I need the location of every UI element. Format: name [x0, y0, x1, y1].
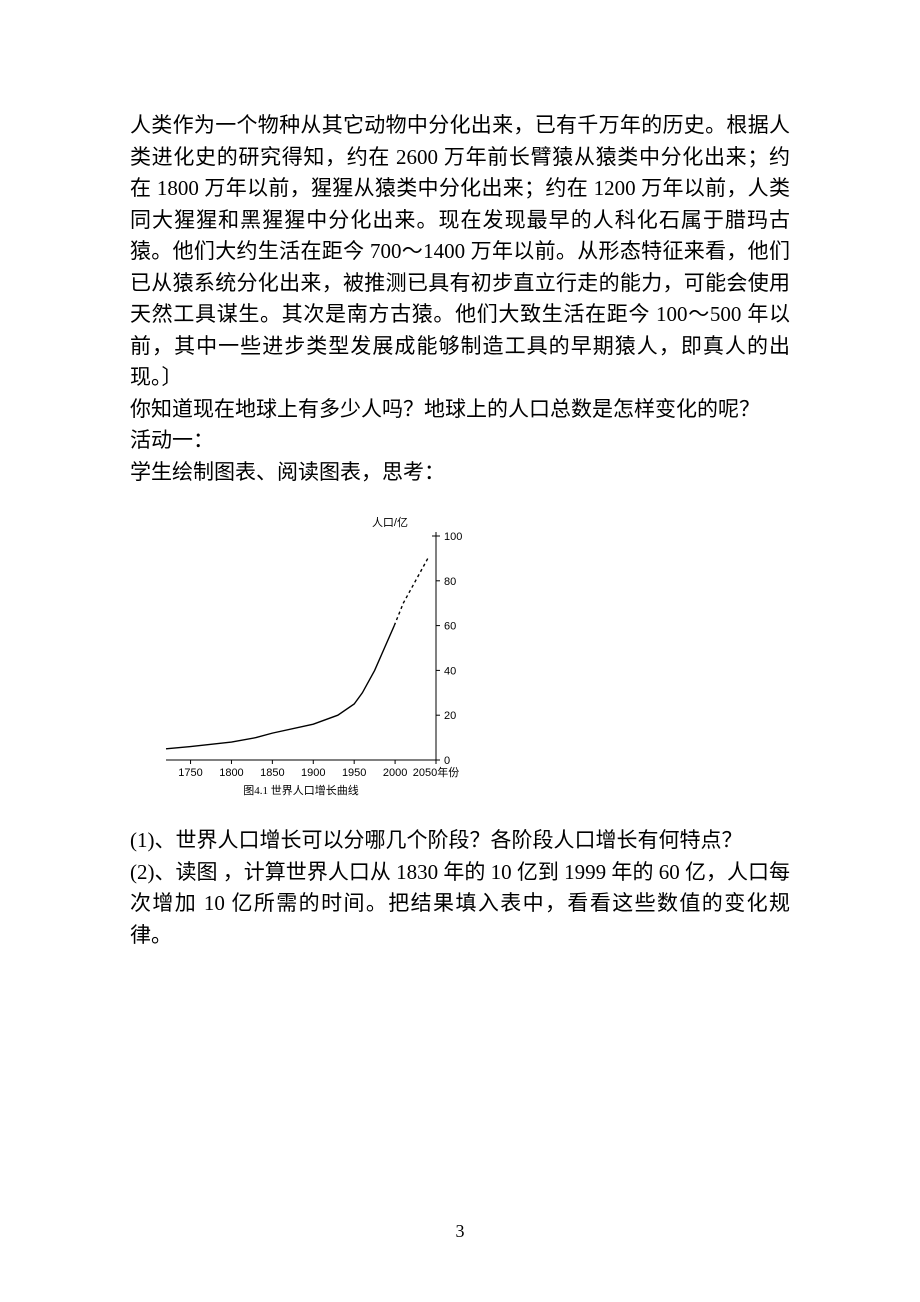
x-tick-label: 1850 [260, 767, 284, 779]
x-tick-label: 2000 [383, 767, 407, 779]
population-chart-svg: 人口/亿 0 20 40 60 80 100 1750 1800 1850 1900 1950 2000… [136, 510, 476, 810]
chart-caption: 图4.1 世界人口增长曲线 [243, 783, 359, 797]
x-tick-label: 1800 [219, 767, 243, 779]
question-1: (1)、世界人口增长可以分哪几个阶段？各阶段人口增长有何特点？ [130, 825, 790, 857]
y-axis-title: 人口/亿 [372, 516, 408, 529]
population-chart: 人口/亿 0 20 40 60 80 100 1750 1800 1850 1900 1950 2000… [136, 510, 790, 815]
paragraph-intro: 人类作为一个物种从其它动物中分化出来，已有千万年的历史。根据人类进化史的研究得知… [130, 110, 790, 394]
activity-instruction: 学生绘制图表、阅读图表，思考： [130, 457, 790, 489]
paragraph-question: 你知道现在地球上有多少人吗？地球上的人口总数是怎样变化的呢？ [130, 394, 790, 426]
question-2: (2)、读图 ，计算世界人口从 1830 年的 10 亿到 1999 年的 60… [130, 857, 790, 952]
x-tick-label: 1900 [301, 767, 325, 779]
population-curve-actual [166, 626, 394, 749]
population-curve-projection [394, 558, 428, 625]
y-tick-label: 80 [444, 576, 456, 588]
page-number: 3 [0, 1221, 920, 1242]
x-tick-label: 1950 [342, 767, 366, 779]
x-tick-label: 2050年份 [413, 765, 459, 779]
document-page: 人类作为一个物种从其它动物中分化出来，已有千万年的历史。根据人类进化史的研究得知… [0, 0, 920, 1302]
y-tick-label: 60 [444, 621, 456, 633]
activity-heading: 活动一： [130, 425, 790, 457]
x-tick-label: 1750 [178, 767, 202, 779]
y-tick-label: 20 [444, 710, 456, 722]
y-tick-label: 100 [444, 531, 462, 543]
y-tick-label: 0 [444, 755, 450, 767]
y-tick-label: 40 [444, 665, 456, 677]
